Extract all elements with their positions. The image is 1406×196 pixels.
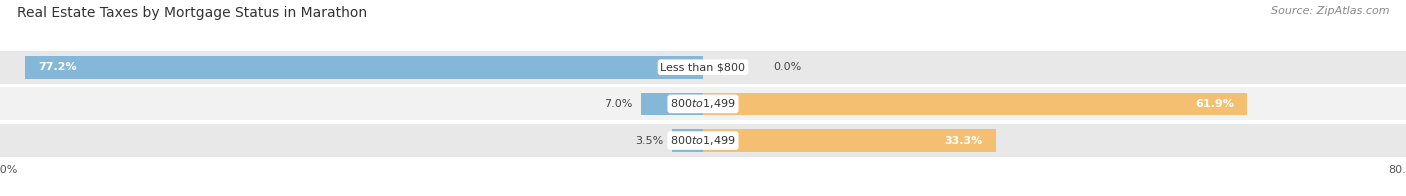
- Bar: [0, 124, 1406, 157]
- Text: Source: ZipAtlas.com: Source: ZipAtlas.com: [1271, 6, 1389, 16]
- Text: 61.9%: 61.9%: [1195, 99, 1234, 109]
- Bar: [25, 56, 703, 79]
- Text: 77.2%: 77.2%: [38, 62, 76, 72]
- Bar: [0, 87, 1406, 120]
- Text: $800 to $1,499: $800 to $1,499: [671, 97, 735, 110]
- Bar: [703, 129, 995, 152]
- Text: 0.0%: 0.0%: [773, 62, 801, 72]
- Text: Less than $800: Less than $800: [661, 62, 745, 72]
- Bar: [0, 51, 1406, 84]
- Text: $800 to $1,499: $800 to $1,499: [671, 134, 735, 147]
- Text: 7.0%: 7.0%: [605, 99, 633, 109]
- Bar: [641, 93, 703, 115]
- Text: 3.5%: 3.5%: [636, 136, 664, 146]
- Bar: [703, 93, 1247, 115]
- Text: 33.3%: 33.3%: [945, 136, 983, 146]
- Text: Real Estate Taxes by Mortgage Status in Marathon: Real Estate Taxes by Mortgage Status in …: [17, 6, 367, 20]
- Bar: [672, 129, 703, 152]
